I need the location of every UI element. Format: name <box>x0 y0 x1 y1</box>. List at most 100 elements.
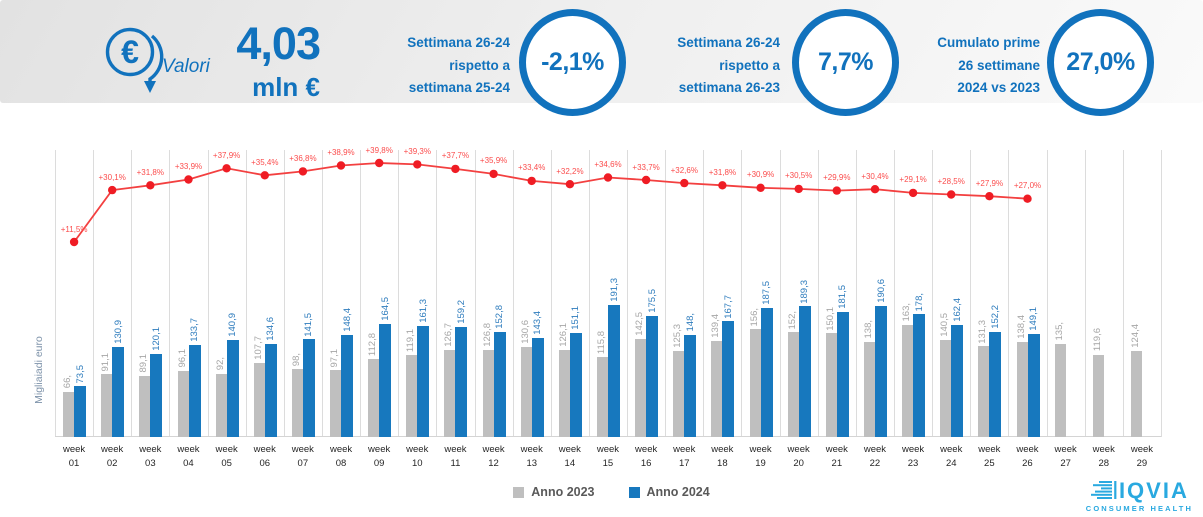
trend-pct-label: +35,4% <box>251 157 279 167</box>
week-tick: week 22 <box>863 444 887 469</box>
gridline <box>818 150 819 437</box>
bar-2024 <box>74 386 87 437</box>
bar-value-label-2023: 125,3 <box>672 323 684 348</box>
gridline <box>436 150 437 437</box>
week-tick: week 08 <box>329 444 353 469</box>
bar-2023 <box>1130 351 1142 437</box>
week-tick: week 25 <box>978 444 1001 469</box>
bar-2024 <box>684 334 697 437</box>
bar-2023 <box>482 349 494 437</box>
trend-dot <box>870 185 880 194</box>
bar-value-label-2023: 115,8 <box>596 331 607 355</box>
trend-dot <box>603 173 613 182</box>
trend-pct-label: +27,9% <box>975 178 1004 188</box>
gridline <box>627 150 628 437</box>
bar-2023 <box>902 324 914 437</box>
bar-2024 <box>150 354 163 437</box>
bar-value-label-2024: 164,5 <box>379 296 391 321</box>
gridline <box>360 150 361 437</box>
week-tick: week 15 <box>596 444 620 469</box>
bar-2024 <box>455 327 468 437</box>
gridline <box>1161 150 1162 437</box>
iqvia-logo: IQVIA CONSUMER HEALTH <box>1085 478 1193 514</box>
bar-value-label-2023: 126,1 <box>557 323 569 347</box>
bar-2024 <box>798 306 811 437</box>
bar-2023 <box>520 346 532 437</box>
bar-value-label-2023: 89,1 <box>138 354 150 373</box>
bar-2023 <box>864 341 875 437</box>
bar-value-label-2023: 152, <box>786 310 798 330</box>
bar-2024 <box>417 325 430 437</box>
legend-swatch-2023 <box>513 486 525 498</box>
week-tick: week 04 <box>177 444 200 469</box>
week-tick: week 12 <box>482 444 505 469</box>
bar-value-label-2024: 134,6 <box>265 317 277 342</box>
bar-2023 <box>253 362 265 437</box>
logo-subtext: CONSUMER HEALTH <box>1085 504 1193 513</box>
gridline <box>208 150 209 437</box>
week-tick: week 07 <box>291 444 314 469</box>
kpi-circle-week-vs-last-year: 7,7% <box>792 9 899 116</box>
bar-2023 <box>749 329 761 437</box>
bar-value-label-2023: 96,1 <box>176 349 188 368</box>
bar-2023 <box>597 357 608 437</box>
gridline <box>169 150 170 437</box>
gridline <box>589 150 590 437</box>
week-tick: week 20 <box>787 444 810 469</box>
bar-2024 <box>989 332 1002 437</box>
trend-pct-label: +27,0% <box>1013 181 1042 191</box>
bar-value-label-2024: 161,3 <box>417 298 429 323</box>
bar-value-label-2024: 178, <box>913 292 925 312</box>
week-tick: week 23 <box>901 444 925 469</box>
bar-value-label-2024: 187,5 <box>761 280 773 305</box>
week-tick: week 14 <box>558 444 581 469</box>
week-tick: week 03 <box>139 444 162 469</box>
trend-pct-label: +28,5% <box>937 177 965 186</box>
gridline <box>551 150 552 437</box>
week-tick: week 24 <box>940 444 963 469</box>
bar-value-label-2024: 175,5 <box>646 289 658 313</box>
bar-value-label-2023: 98, <box>290 353 302 367</box>
bar-value-label-2023: 156, <box>748 307 760 327</box>
trend-dot <box>985 192 994 201</box>
bar-value-label-2024: 148, <box>684 313 696 332</box>
gridline <box>1047 150 1048 437</box>
bar-value-label-2024: 120,1 <box>150 327 162 352</box>
bar-2023 <box>558 350 570 437</box>
bar-value-label-2024: 140,9 <box>227 313 239 337</box>
week-tick: week 27 <box>1054 444 1077 469</box>
iqvia-bars-icon <box>1090 480 1117 499</box>
bar-value-label-2024: 167,7 <box>722 294 734 319</box>
trend-pct-label: +39,8% <box>365 145 393 155</box>
trend-dot <box>184 175 193 184</box>
gridline <box>475 150 476 437</box>
bar-value-label-2023: 131,3 <box>977 319 989 344</box>
gridline <box>246 150 247 437</box>
bar-2024 <box>188 344 201 437</box>
bar-value-label-2023: 126,8 <box>481 322 493 347</box>
bar-value-label-2023: 142,5 <box>634 311 646 336</box>
trend-dot <box>908 188 918 198</box>
bar-value-label-2023: 140,5 <box>939 313 951 338</box>
y-axis-title: Migliaiadi euro <box>33 336 45 404</box>
bar-2023 <box>635 338 647 437</box>
gridline <box>322 150 323 437</box>
week-tick: week 01 <box>62 444 86 469</box>
week-tick: week 11 <box>444 444 467 469</box>
bar-value-label-2023: 124,4 <box>1129 324 1141 349</box>
bar-value-label-2023: 119,1 <box>405 328 417 352</box>
trend-dot <box>641 175 651 185</box>
weekly-bar-line-chart: 66, 73,5 week 01 91,1 130,9 week 02 89,1 120,1 wee… <box>55 140 1162 469</box>
gridline <box>1123 150 1124 437</box>
bar-value-label-2024: 151,1 <box>570 305 582 330</box>
bar-2023 <box>63 391 75 437</box>
bar-value-label-2024: 152,2 <box>989 305 1001 329</box>
bar-value-label-2023: 107,7 <box>252 335 264 360</box>
bar-2024 <box>264 344 277 437</box>
trend-dot <box>451 164 460 174</box>
kpi-label-week-vs-prev-week: Settimana 26-24 rispetto a settimana 25-… <box>407 35 510 95</box>
trend-dot <box>375 158 384 168</box>
bar-2024 <box>379 323 392 437</box>
legend-swatch-2024 <box>628 486 640 498</box>
logo-text: IQVIA <box>1118 478 1189 503</box>
